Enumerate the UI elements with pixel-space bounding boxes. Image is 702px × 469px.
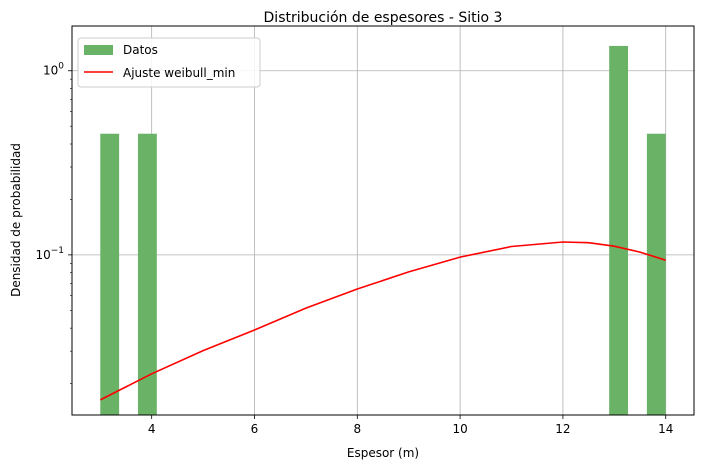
y-axis-title: Densidad de probabilidad: [9, 143, 23, 297]
x-tick-label: 12: [555, 422, 570, 436]
legend: Datos Ajuste weibull_min: [77, 37, 261, 88]
x-tick-label: 6: [251, 422, 259, 436]
legend-label-weibull-fit: Ajuste weibull_min: [123, 66, 235, 80]
x-tick-label: 4: [148, 422, 156, 436]
y-tick-label: 100: [43, 62, 64, 78]
x-axis-ticks: 4 6 8 10 12 14: [148, 415, 673, 436]
legend-swatch-datos: [84, 45, 113, 55]
x-tick-label: 10: [452, 422, 467, 436]
fit-line-group: [99, 241, 666, 401]
weibull-fit-line: [99, 241, 666, 401]
x-tick-label: 14: [658, 422, 673, 436]
histogram-bar: [646, 133, 666, 415]
y-tick-label: 10−1: [35, 246, 64, 262]
x-axis-title: Espesor (m): [347, 446, 419, 460]
x-tick-label: 8: [353, 422, 361, 436]
legend-box: [77, 37, 261, 88]
histogram-bars: [100, 45, 666, 415]
histogram-bar: [137, 133, 157, 415]
legend-label-datos: Datos: [123, 43, 158, 57]
chart-title: Distribución de espesores - Sitio 3: [264, 10, 503, 26]
histogram-bar: [609, 45, 629, 415]
plot-frame: [71, 25, 695, 416]
y-axis-ticks: 10−1 100: [35, 62, 72, 384]
histogram-bar: [100, 133, 120, 415]
